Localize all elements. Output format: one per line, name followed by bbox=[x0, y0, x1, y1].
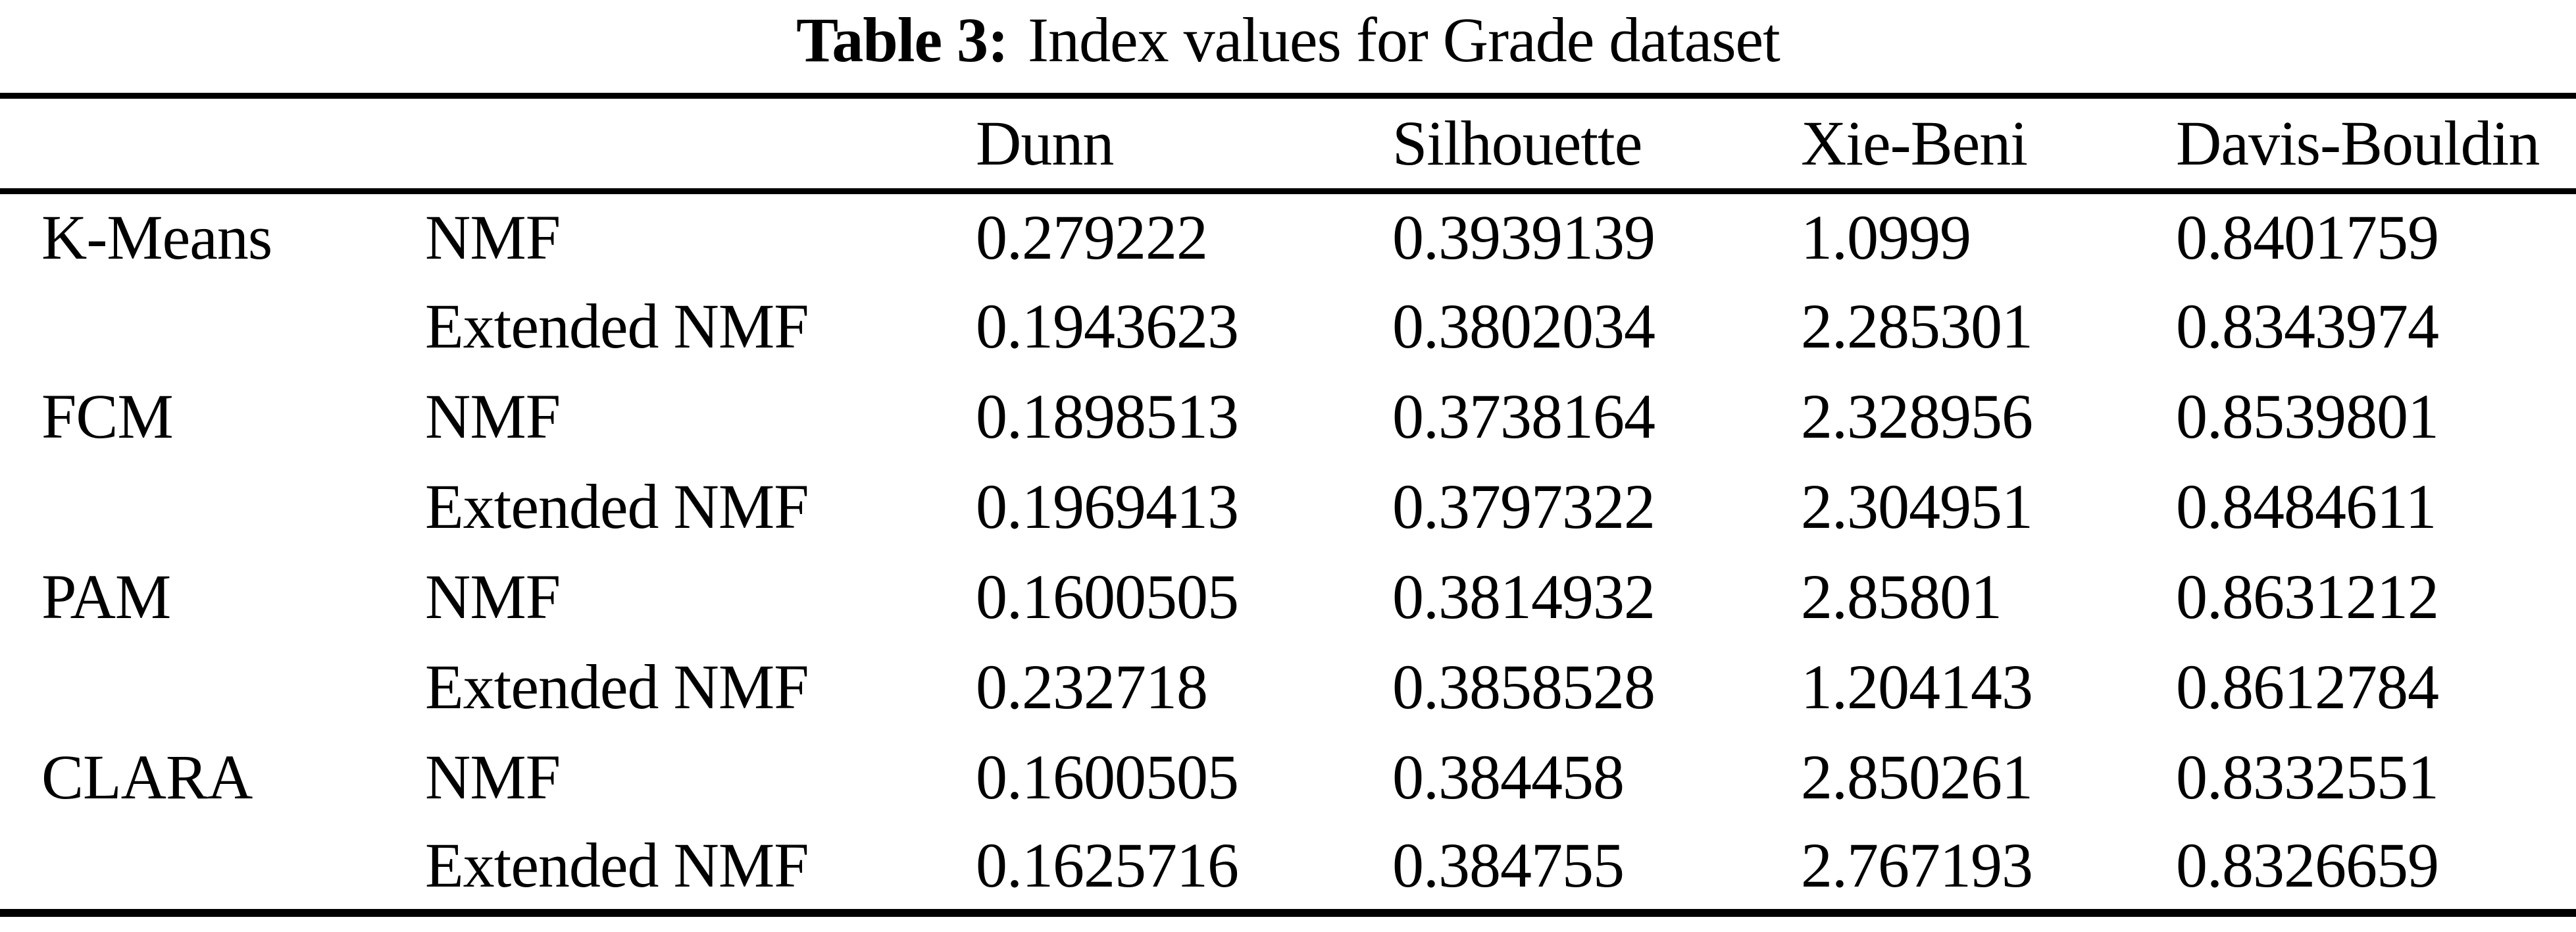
header-row: Dunn Silhouette Xie-Beni Davis-Bouldin bbox=[0, 95, 2576, 194]
cell-dunn: 0.1943623 bbox=[976, 291, 1239, 361]
cell-silhouette: 0.3814932 bbox=[1392, 561, 1655, 632]
table-body: K-Means NMF 0.279222 0.3939139 1.0999 0.… bbox=[0, 192, 2576, 913]
cell-algorithm bbox=[0, 823, 425, 913]
header-dunn: Dunn bbox=[976, 95, 1392, 194]
table-caption-label: Table 3: bbox=[796, 5, 1009, 75]
cell-xie-beni: 2.285301 bbox=[1801, 291, 2033, 361]
cell-dunn: 0.1625716 bbox=[976, 830, 1239, 900]
cell-xie-beni: 2.85801 bbox=[1801, 561, 2002, 632]
cell-algorithm: FCM bbox=[41, 381, 174, 452]
cell-algorithm: PAM bbox=[41, 561, 171, 632]
cell-xie-beni: 2.850261 bbox=[1801, 742, 2033, 812]
cell-silhouette: 0.384458 bbox=[1392, 742, 1625, 812]
table-row-pam-nmf: PAM NMF 0.1600505 0.3814932 2.85801 0.86… bbox=[0, 552, 2576, 642]
cell-davis-bouldin: 0.8612784 bbox=[2176, 652, 2439, 722]
cell-dunn: 0.1969413 bbox=[976, 471, 1239, 542]
cell-davis-bouldin: 0.8343974 bbox=[2176, 291, 2439, 361]
cell-dunn: 0.1600505 bbox=[976, 742, 1239, 812]
cell-method: Extended NMF bbox=[425, 291, 809, 361]
cell-algorithm: K-Means bbox=[41, 202, 272, 273]
cell-dunn: 0.279222 bbox=[976, 202, 1208, 273]
cell-algorithm bbox=[0, 282, 425, 372]
cell-xie-beni: 2.304951 bbox=[1801, 471, 2033, 542]
table-caption: Table 3: Index values for Grade dataset bbox=[0, 0, 2576, 93]
header-xie-beni: Xie-Beni bbox=[1801, 95, 2176, 194]
cell-dunn: 0.232718 bbox=[976, 652, 1208, 722]
cell-xie-beni: 1.0999 bbox=[1801, 202, 1971, 273]
cell-method: NMF bbox=[425, 202, 561, 273]
cell-silhouette: 0.3797322 bbox=[1392, 471, 1655, 542]
cell-xie-beni: 2.767193 bbox=[1801, 830, 2033, 900]
cell-silhouette: 0.3939139 bbox=[1392, 202, 1655, 273]
cell-davis-bouldin: 0.8539801 bbox=[2176, 381, 2439, 452]
cell-silhouette: 0.384755 bbox=[1392, 830, 1625, 900]
table-row-pam-extnmf: Extended NMF 0.232718 0.3858528 1.204143… bbox=[0, 642, 2576, 733]
cell-davis-bouldin: 0.8401759 bbox=[2176, 202, 2439, 273]
cell-silhouette: 0.3802034 bbox=[1392, 291, 1655, 361]
cell-algorithm: CLARA bbox=[41, 742, 253, 812]
cell-dunn: 0.1600505 bbox=[976, 561, 1239, 632]
cell-xie-beni: 1.204143 bbox=[1801, 652, 2033, 722]
cell-method: NMF bbox=[425, 561, 561, 632]
cell-davis-bouldin: 0.8484611 bbox=[2176, 471, 2437, 542]
table-row-kmeans-extnmf: Extended NMF 0.1943623 0.3802034 2.28530… bbox=[0, 282, 2576, 372]
cell-davis-bouldin: 0.8332551 bbox=[2176, 742, 2439, 812]
table-row-fcm-nmf: FCM NMF 0.1898513 0.3738164 2.328956 0.8… bbox=[0, 372, 2576, 462]
cell-method: NMF bbox=[425, 381, 561, 452]
cell-silhouette: 0.3738164 bbox=[1392, 381, 1655, 452]
cell-algorithm bbox=[0, 462, 425, 552]
cell-xie-beni: 2.328956 bbox=[1801, 381, 2033, 452]
cell-algorithm bbox=[0, 642, 425, 733]
cell-method: Extended NMF bbox=[425, 652, 809, 722]
table-caption-text: Index values for Grade dataset bbox=[1028, 5, 1780, 75]
table-row-clara-extnmf: Extended NMF 0.1625716 0.384755 2.767193… bbox=[0, 823, 2576, 913]
cell-dunn: 0.1898513 bbox=[976, 381, 1239, 452]
index-values-table: Dunn Silhouette Xie-Beni Davis-Bouldin K… bbox=[0, 93, 2576, 917]
table-row-kmeans-nmf: K-Means NMF 0.279222 0.3939139 1.0999 0.… bbox=[0, 192, 2576, 282]
cell-davis-bouldin: 0.8631212 bbox=[2176, 561, 2439, 632]
table-header: Dunn Silhouette Xie-Beni Davis-Bouldin bbox=[0, 95, 2576, 194]
header-algorithm-blank bbox=[0, 95, 425, 194]
cell-davis-bouldin: 0.8326659 bbox=[2176, 830, 2439, 900]
header-silhouette: Silhouette bbox=[1392, 95, 1801, 194]
header-davis-bouldin: Davis-Bouldin bbox=[2176, 95, 2576, 194]
cell-silhouette: 0.3858528 bbox=[1392, 652, 1655, 722]
table-row-clara-nmf: CLARA NMF 0.1600505 0.384458 2.850261 0.… bbox=[0, 733, 2576, 823]
header-method-blank bbox=[425, 95, 976, 194]
cell-method: Extended NMF bbox=[425, 471, 809, 542]
cell-method: Extended NMF bbox=[425, 830, 809, 900]
cell-method: NMF bbox=[425, 742, 561, 812]
table-row-fcm-extnmf: Extended NMF 0.1969413 0.3797322 2.30495… bbox=[0, 462, 2576, 552]
